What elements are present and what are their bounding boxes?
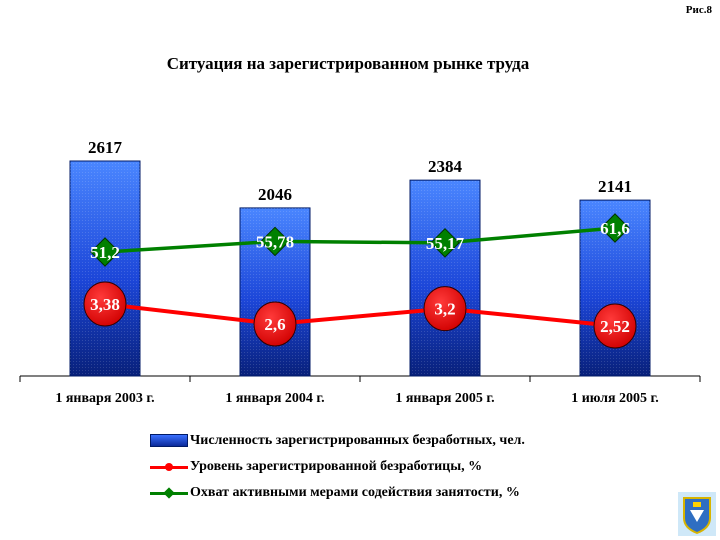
x-tick-label: 1 января 2003 г. xyxy=(55,391,154,406)
unemployment-point xyxy=(423,286,467,332)
emblem-icon xyxy=(678,492,716,536)
unemployment-value-label: 3,38 xyxy=(90,295,120,314)
legend-item-bars: Численность зарегистрированных безработн… xyxy=(150,428,525,454)
legend-swatch-bars xyxy=(150,434,188,448)
coverage-value-label: 55,17 xyxy=(426,234,465,253)
unemployment-value-label: 3,2 xyxy=(434,300,455,319)
unemployment-point xyxy=(83,281,127,327)
legend-label-coverage: Охват активными мерами содействия занято… xyxy=(190,485,520,500)
unemployment-line xyxy=(104,302,616,328)
coverage-point xyxy=(260,226,290,257)
bar-value-label: 2046 xyxy=(258,185,292,204)
legend: Численность зарегистрированных безработн… xyxy=(150,428,525,506)
coverage-value-label: 55,78 xyxy=(256,232,294,251)
coverage-point xyxy=(430,227,460,258)
bar-value-label: 2141 xyxy=(598,177,632,196)
bar-value-label: 2617 xyxy=(88,138,123,157)
coverage-value-label: 51,2 xyxy=(90,243,120,262)
x-tick-label: 1 января 2004 г. xyxy=(225,391,324,406)
legend-label-unemployment: Уровень зарегистрированной безработицы, … xyxy=(190,459,483,474)
legend-swatch-coverage xyxy=(150,486,188,500)
coverage-value-label: 61,6 xyxy=(600,219,630,238)
unemployment-point xyxy=(253,301,297,347)
x-tick-label: 1 января 2005 г. xyxy=(395,391,494,406)
unemployment-point xyxy=(593,303,637,349)
x-tick-label: 1 июля 2005 г. xyxy=(571,391,659,406)
unemployment-value-label: 2,6 xyxy=(264,315,285,334)
bar-value-label: 2384 xyxy=(428,157,463,176)
coverage-line xyxy=(104,226,616,254)
legend-swatch-unemployment xyxy=(150,460,188,474)
unemployment-value-label: 2,52 xyxy=(600,317,630,336)
coverage-point xyxy=(600,213,630,243)
legend-item-coverage: Охват активными мерами содействия занято… xyxy=(150,480,525,506)
coverage-point xyxy=(90,237,120,267)
legend-item-unemployment: Уровень зарегистрированной безработицы, … xyxy=(150,454,525,480)
chart-title: Ситуация на зарегистрированном рынке тру… xyxy=(166,54,530,73)
legend-label-bars: Численность зарегистрированных безработн… xyxy=(190,433,525,448)
chart: 1 января 2003 г. 1 января 2004 г. 1 января… xyxy=(19,138,701,406)
figure-label: Рис.8 xyxy=(685,4,712,16)
